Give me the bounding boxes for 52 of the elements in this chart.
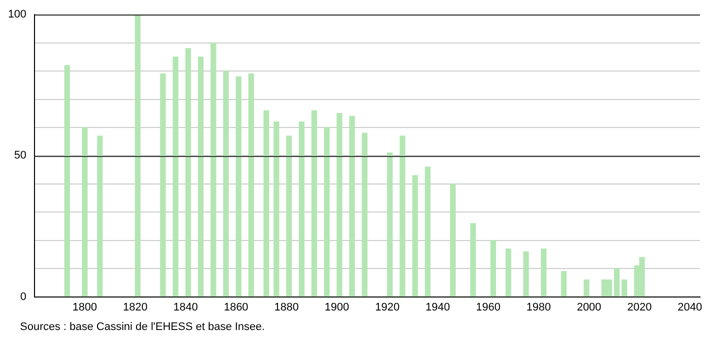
y-tick-label: 50 — [14, 150, 26, 162]
bar — [236, 76, 242, 297]
bar — [64, 65, 70, 297]
x-tick-label: 2040 — [678, 301, 702, 314]
bar — [561, 271, 567, 297]
bar — [210, 42, 216, 297]
x-tick-label: 1940 — [426, 301, 450, 314]
bar — [263, 110, 270, 297]
y-tick-label: 100 — [8, 8, 26, 21]
bar — [172, 56, 178, 297]
source-note: Sources : base Cassini de l'EHESS et base Insee. — [20, 321, 265, 334]
x-tick-label: 1800 — [72, 301, 98, 314]
x-tick-label: 1920 — [375, 301, 400, 314]
bar — [134, 14, 141, 297]
bar — [387, 152, 393, 297]
x-tick-label: 1880 — [274, 301, 299, 314]
bar — [622, 280, 628, 297]
bar — [400, 136, 406, 297]
bar — [298, 122, 304, 297]
x-tick-label: 2020 — [627, 301, 652, 314]
bar — [584, 280, 590, 297]
bar — [506, 248, 512, 297]
x-tick-label: 1840 — [173, 301, 198, 314]
x-tick-label: 1860 — [224, 301, 248, 314]
x-tick-label: 1960 — [476, 301, 500, 314]
bar — [424, 166, 431, 297]
bar — [248, 74, 254, 297]
bar — [198, 56, 204, 297]
x-tick-label: 1820 — [122, 301, 148, 314]
x-tick-label: 1980 — [526, 301, 551, 314]
bar — [82, 127, 88, 297]
bar — [450, 184, 456, 297]
bar — [470, 223, 476, 297]
bar — [160, 74, 166, 297]
bar — [362, 132, 368, 297]
bar — [311, 110, 318, 297]
bar — [349, 116, 355, 297]
bar — [286, 136, 292, 297]
x-tick-label: 1900 — [324, 301, 350, 314]
bar — [523, 251, 529, 297]
bar — [97, 136, 103, 297]
bar — [185, 48, 191, 297]
y-tick-label: 0 — [20, 290, 26, 303]
bar — [324, 127, 330, 297]
bar — [490, 240, 496, 297]
bar — [223, 70, 229, 297]
bar — [274, 122, 280, 297]
bar — [412, 175, 418, 297]
bar — [614, 268, 620, 297]
bar — [336, 113, 342, 297]
bar — [540, 248, 547, 297]
x-tick-label: 2000 — [576, 301, 602, 314]
